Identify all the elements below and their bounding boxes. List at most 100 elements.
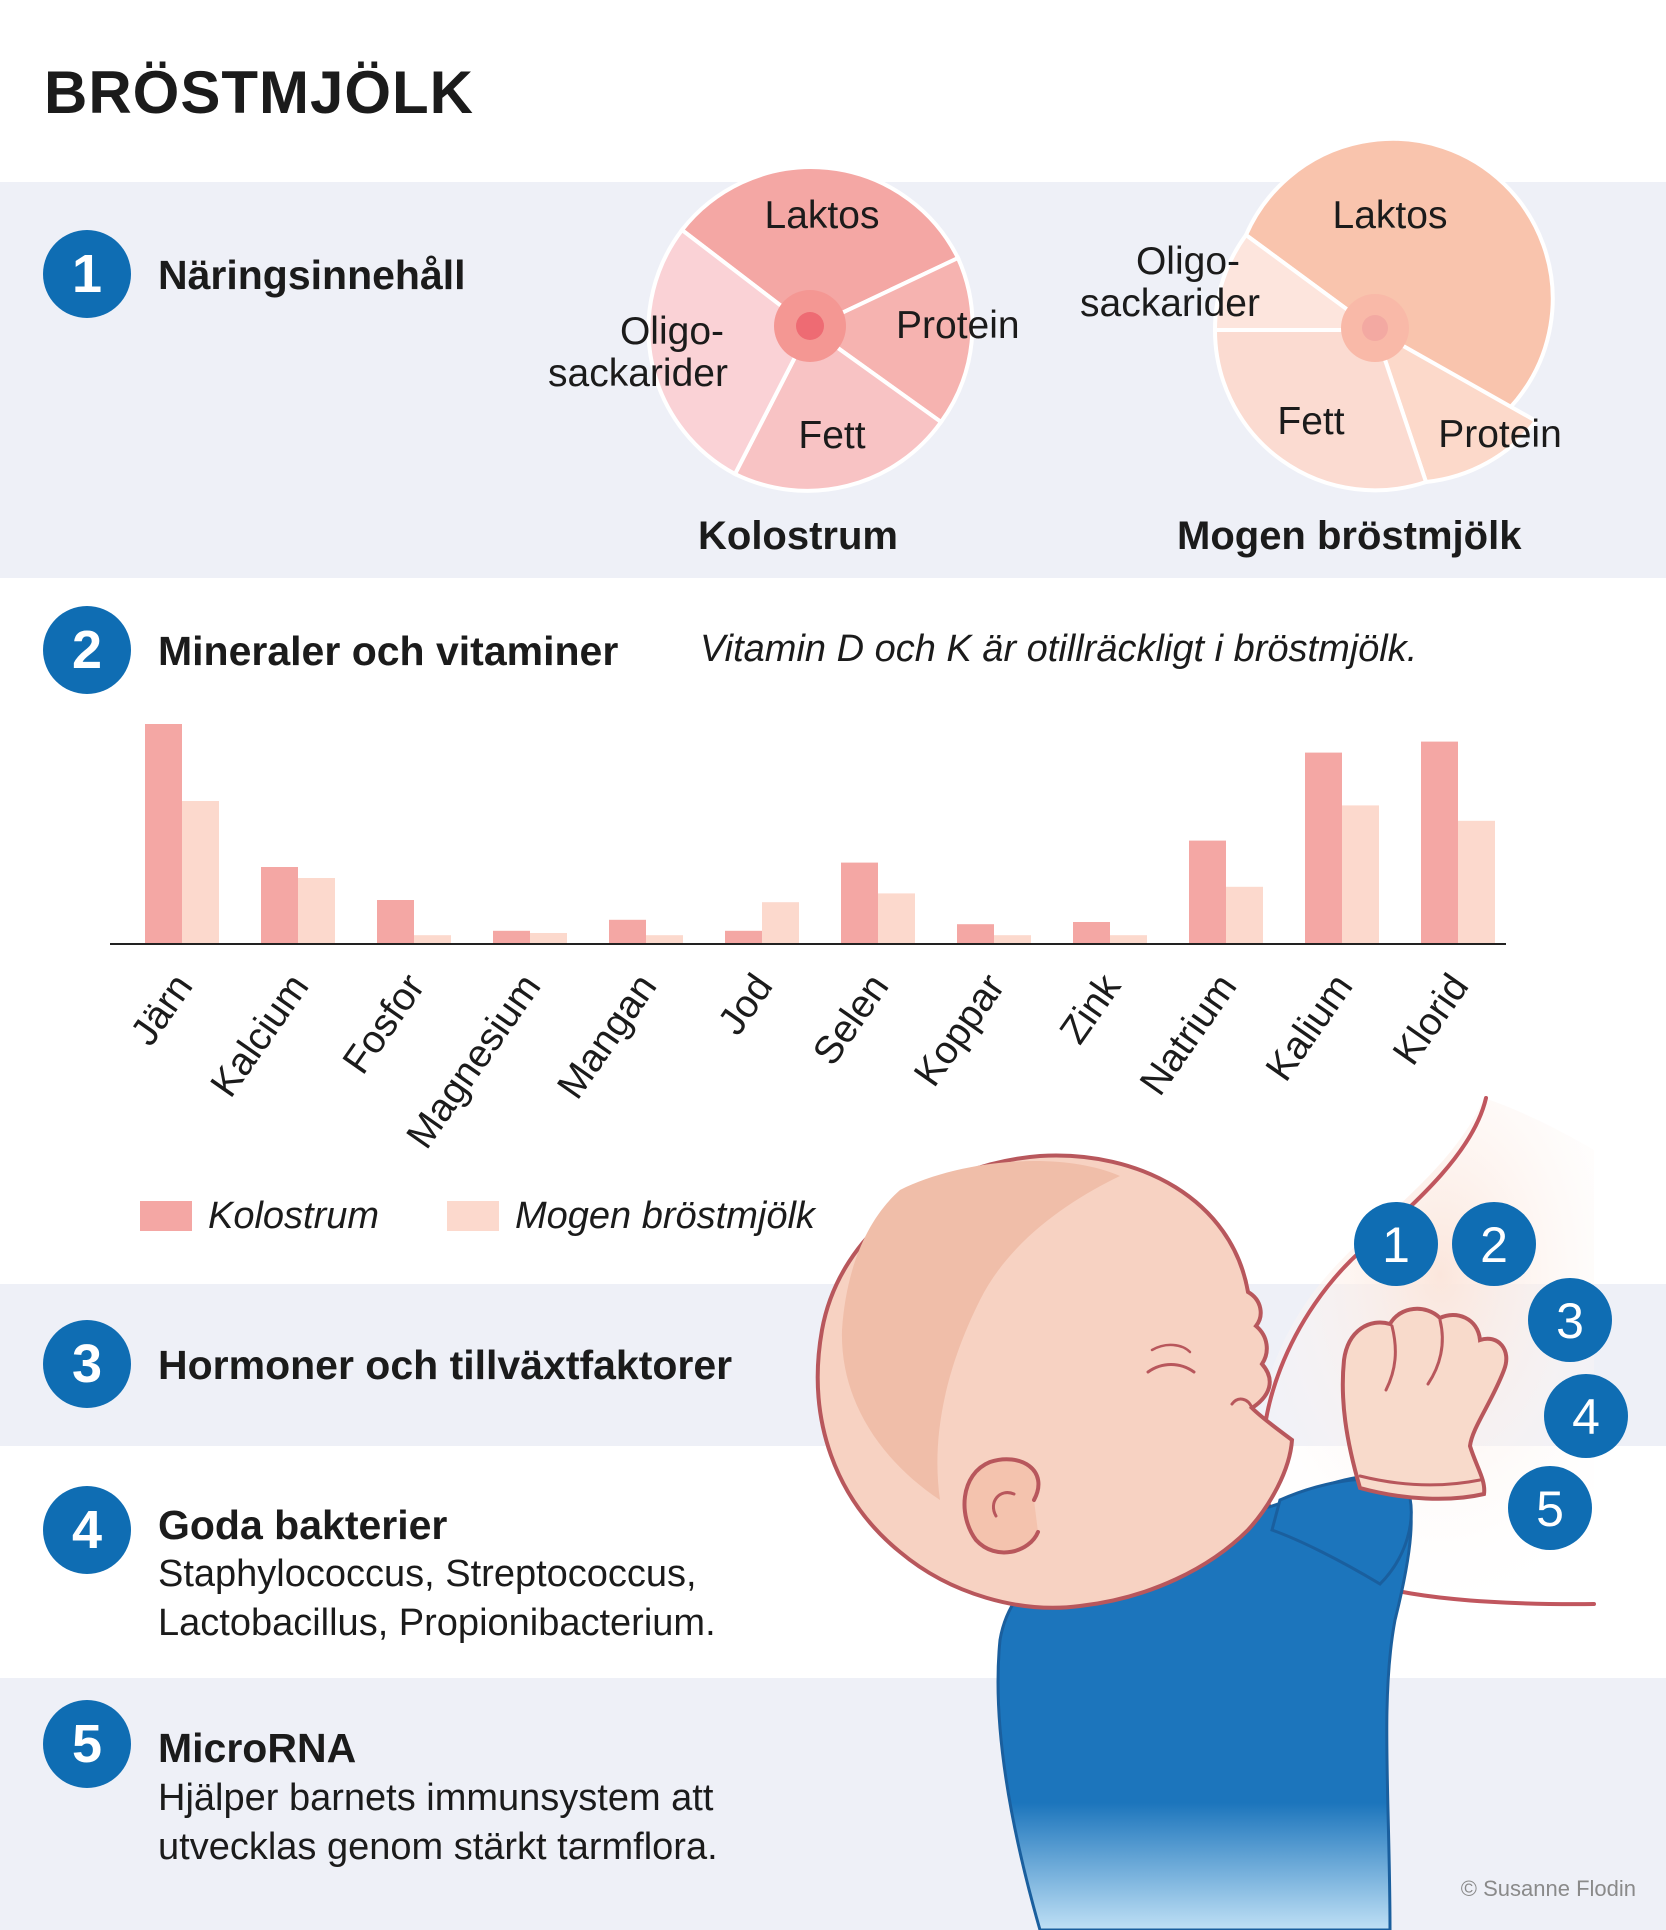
bar-kalium-kolostrum [1305,752,1342,944]
tick-label-klorid: Klorid [1385,966,1477,1072]
tick-label-kalcium: Kalcium [203,966,318,1104]
section-5-text-line2: utvecklas genom stärkt tarmflora. [158,1826,718,1868]
pie-mature-slice-fett [1212,328,1429,493]
section-3-badge: 3 [43,1320,131,1408]
pie-colostrum-label-protein: Protein [896,304,1020,347]
pie-colostrum-slice-fett [732,325,944,493]
bubble-4-label: 4 [1572,1389,1600,1445]
tick-label-zink: Zink [1052,966,1130,1051]
baby-wrist-line [1358,1474,1482,1487]
baby-mouth [1230,1397,1254,1410]
legend-label-mature: Mogen bröstmjölk [515,1195,815,1237]
pie-colostrum-slice-oligo [646,227,813,477]
bubble-2 [1452,1202,1536,1286]
tick-label-koppar: Koppar [906,966,1013,1094]
section-1-title: Näringsinnehåll [158,252,466,298]
pie-mature-label-oligo-1: Oligo- [1136,240,1240,283]
bar-klorid-kolostrum [1421,741,1458,944]
bubble-2-label: 2 [1480,1217,1508,1273]
tick-label-natrium: Natrium [1132,966,1246,1103]
bars-group [145,724,1495,944]
pie-colostrum-label-oligo-1: Oligo- [620,310,724,353]
tick-label-fosfor: Fosfor [335,966,434,1081]
bar-fosfor-mogen [414,935,451,944]
bar-järn-mogen [182,801,219,944]
bubble-1 [1354,1202,1438,1286]
tick-label-jod: Jod [710,966,781,1042]
bar-zink-kolostrum [1073,922,1110,944]
pie-colostrum-label-oligo-2: sackarider [548,352,728,395]
pie-colostrum-label-laktos: Laktos [765,194,880,237]
bar-mangan-kolostrum [609,919,646,944]
baby-ear [962,1457,1041,1555]
pie-colostrum-label-fett: Fett [798,414,865,457]
pie-mature-label-protein: Protein [1438,413,1562,456]
section-4-text-line2: Lactobacillus, Propionibacterium. [158,1602,716,1644]
legend-swatch-colostrum [140,1201,192,1231]
section-4-text-line1: Staphylococcus, Streptococcus, [158,1553,697,1595]
baby-finger-line-1 [1384,1324,1397,1392]
section-3-title: Hormoner och tillväxtfaktorer [158,1342,733,1388]
bar-kalium-mogen [1342,805,1379,944]
section-2-badge: 2 [43,606,131,694]
baby-brow [1150,1343,1192,1354]
tick-label-kalium: Kalium [1258,966,1362,1088]
pie-caption-colostrum: Kolostrum [698,514,898,558]
bubble-5-label: 5 [1536,1481,1564,1537]
section-4-badge: 4 [43,1486,131,1574]
page-title: BRÖSTMJÖLK [44,59,474,126]
baby-hand [1340,1306,1509,1501]
baby-eye [1146,1363,1196,1374]
bar-magnesium-kolostrum [493,930,530,944]
bar-jod-kolostrum [725,930,762,944]
bar-kalcium-mogen [298,878,335,944]
bar-klorid-mogen [1458,820,1495,944]
pie-caption-mature: Mogen bröstmjölk [1177,514,1522,558]
pie-colostrum-slice-protein [806,255,975,425]
bar-fosfor-kolostrum [377,900,414,944]
section-2-title: Mineraler och vitaminer [158,628,619,674]
section-1-badge: 1 [43,230,131,318]
bubble-4 [1544,1374,1628,1458]
bar-koppar-mogen [994,935,1031,944]
tick-label-järn: Järn [123,966,202,1053]
copyright-credit: © Susanne Flodin [1460,1876,1636,1901]
pie-mature-label-laktos: Laktos [1333,194,1448,237]
section-4-title: Goda bakterier [158,1502,448,1548]
pie-colostrum: Laktos Protein Fett Oligo- sackarider [548,165,1020,493]
baby-head-shade [841,1161,1120,1500]
bar-kalcium-kolostrum [261,867,298,944]
bubble-3 [1528,1278,1612,1362]
tick-label-selen: Selen [805,966,897,1072]
tick-label-mangan: Mangan [549,966,665,1106]
pie-mature-label-fett: Fett [1277,400,1344,443]
number-bubbles: 1 2 3 4 5 [1354,1202,1628,1550]
pie-mature: Laktos Protein Fett Oligo- sackarider [1080,136,1562,493]
bar-koppar-kolostrum [957,924,994,944]
baby-sleeve [1270,1477,1413,1586]
pie-colostrum-slice-laktos [679,165,961,331]
bar-selen-mogen [878,893,915,944]
bar-mangan-mogen [646,935,683,944]
bubble-1-label: 1 [1382,1217,1410,1273]
baby-illustration [815,1153,1509,1930]
bar-magnesium-mogen [530,933,567,944]
pie-mature-center-dot [1362,315,1388,341]
bar-järn-kolostrum [145,724,182,944]
section-5-badge: 5 [43,1700,131,1788]
baby-ear-inner [991,1491,1016,1518]
baby-finger-line-2 [1426,1318,1444,1386]
bar-jod-mogen [762,902,799,944]
vitamin-note: Vitamin D och K är otillräckligt i bröst… [700,628,1418,670]
bar-natrium-mogen [1226,886,1263,944]
section-5-text-line1: Hjälper barnets immunsystem att [158,1777,714,1819]
pie-colostrum-center-dot [796,312,824,340]
legend-label-colostrum: Kolostrum [208,1195,380,1237]
pie-mature-label-oligo-2: sackarider [1080,282,1260,325]
bubble-3-label: 3 [1556,1293,1584,1349]
bar-zink-mogen [1110,935,1147,944]
bubble-5 [1508,1466,1592,1550]
